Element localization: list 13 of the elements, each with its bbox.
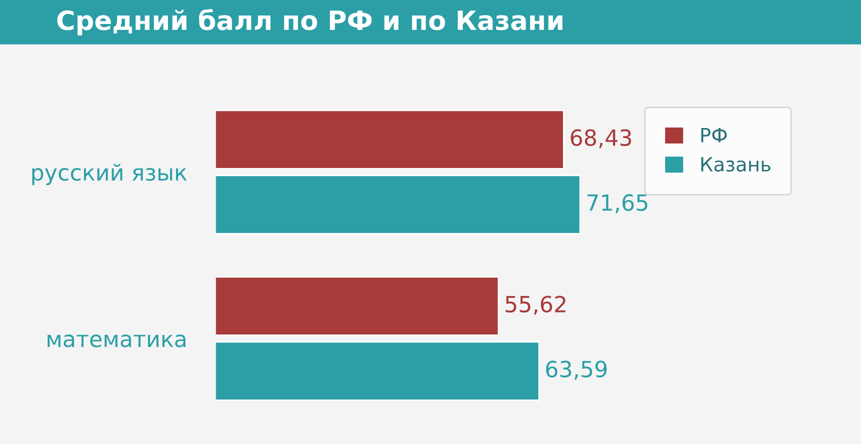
bar xyxy=(215,276,500,336)
bar xyxy=(215,174,581,234)
data-label: 55,62 xyxy=(506,296,566,315)
chart-title: Средний балл по РФ и по Казани xyxy=(57,9,562,36)
data-label: 71,65 xyxy=(587,194,648,214)
bar xyxy=(215,341,540,401)
legend-label: Казань xyxy=(701,157,770,172)
bar xyxy=(215,110,564,170)
data-label: 63,59 xyxy=(546,360,607,380)
legend-label: РФ xyxy=(701,128,727,142)
data-label: 68,43 xyxy=(570,129,632,148)
y-tick-label: математика xyxy=(48,334,186,348)
y-tick-label: русский язык xyxy=(32,164,187,186)
